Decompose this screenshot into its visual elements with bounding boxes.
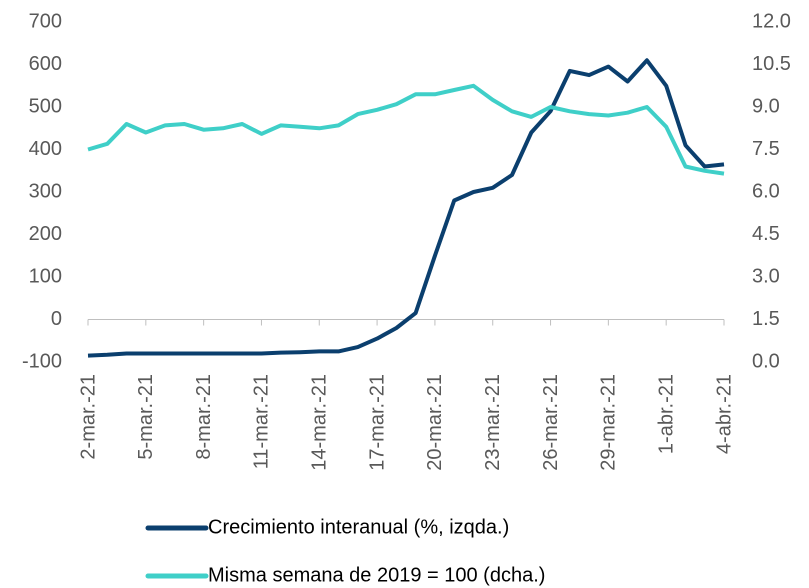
x-tick-label: 23-mar.-21 bbox=[482, 374, 504, 471]
y2-tick-label: 7.5 bbox=[752, 138, 780, 160]
y-tick-label: -100 bbox=[22, 350, 62, 372]
x-tick-label: 11-mar.-21 bbox=[251, 374, 273, 469]
y-tick-label: 600 bbox=[29, 53, 62, 75]
x-tick-label: 17-mar.-21 bbox=[366, 374, 388, 471]
y2-tick-label: 6.0 bbox=[752, 180, 780, 202]
x-tick-label: 5-mar.-21 bbox=[135, 374, 157, 460]
series-line bbox=[87, 83, 725, 176]
y-tick-label: 200 bbox=[29, 223, 62, 245]
y2-tick-label: 3.0 bbox=[752, 265, 780, 287]
y-tick-label: 400 bbox=[29, 138, 62, 160]
series-line bbox=[87, 58, 725, 358]
y2-tick-label: 9.0 bbox=[752, 95, 780, 117]
x-tick-label: 14-mar.-21 bbox=[309, 374, 331, 471]
y-tick-label: 300 bbox=[29, 180, 62, 202]
y-tick-label: 500 bbox=[29, 95, 62, 117]
x-tick-label: 8-mar.-21 bbox=[193, 374, 215, 460]
y2-tick-label: 0.0 bbox=[752, 350, 780, 372]
y-tick-label: 0 bbox=[51, 308, 62, 330]
x-tick-label: 2-mar.-21 bbox=[77, 374, 99, 460]
y2-tick-label: 12.0 bbox=[752, 10, 791, 32]
legend-label: Misma semana de 2019 = 100 (dcha.) bbox=[208, 564, 545, 586]
x-tick-label: 1-abr.-21 bbox=[655, 374, 677, 454]
x-tick-label: 29-mar.-21 bbox=[598, 374, 620, 471]
y2-tick-label: 10.5 bbox=[752, 53, 791, 75]
y2-tick-label: 4.5 bbox=[752, 223, 780, 245]
y-tick-label: 700 bbox=[29, 10, 62, 32]
x-tick-label: 26-mar.-21 bbox=[540, 374, 562, 471]
y2-tick-label: 1.5 bbox=[752, 308, 780, 330]
legend-label: Crecimiento interanual (%, izqda.) bbox=[208, 516, 509, 538]
x-tick-label: 20-mar.-21 bbox=[424, 374, 446, 471]
x-tick-label: 4-abr.-21 bbox=[713, 374, 735, 454]
y-tick-label: 100 bbox=[29, 265, 62, 287]
